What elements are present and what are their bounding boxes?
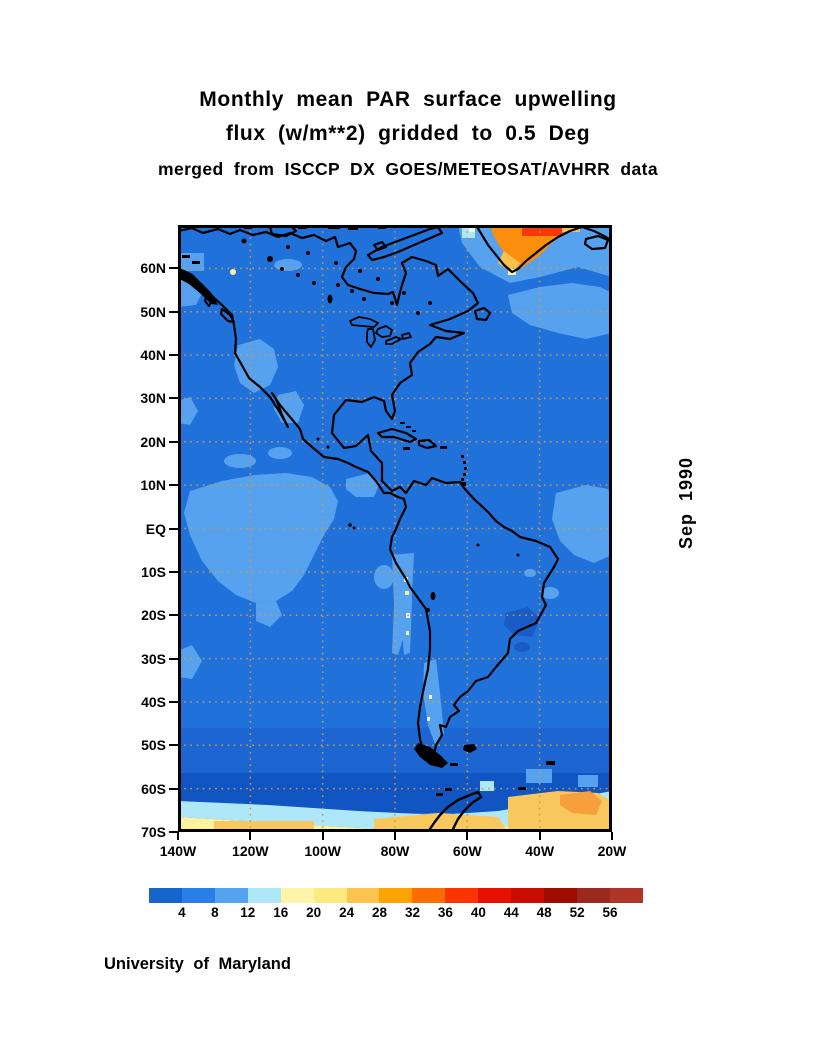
lon-tick (466, 832, 469, 840)
lon-tick-label: 40W (525, 843, 555, 859)
colorbar-swatch (412, 888, 446, 903)
colorbar-swatch (149, 888, 182, 903)
lat-tick-label: 70S (141, 824, 166, 840)
colorbar-value-label: 32 (404, 905, 420, 920)
colorbar-value-label: 24 (339, 905, 355, 920)
lat-tick-label: 30S (141, 650, 166, 667)
colorbar-value-label: 52 (569, 905, 585, 920)
lon-tick-label: 60W (452, 843, 482, 859)
lat-tick (169, 440, 178, 443)
antarctic-flux-band (178, 769, 612, 832)
colorbar-value-label: 16 (273, 905, 289, 920)
great-lakes (349, 316, 412, 348)
lon-tick (394, 832, 396, 840)
lat-tick (169, 744, 178, 747)
colorbar-value-label: 40 (470, 905, 486, 920)
colorbar-swatch (445, 888, 479, 903)
lat-tick-label: 50S (141, 737, 166, 754)
date-label: Sep 1990 (676, 456, 696, 550)
lon-tick (177, 832, 179, 840)
americas-coastline (178, 226, 560, 757)
lat-tick (169, 310, 178, 313)
lon-tick-label: 100W (304, 843, 341, 859)
colorbar-swatch (576, 888, 610, 903)
gridlines (178, 225, 612, 832)
alaska-coast-mass (178, 269, 218, 305)
map-canvas (178, 225, 612, 832)
cuba (376, 427, 418, 444)
lat-tick-label: 10S (141, 563, 166, 580)
colorbar-swatch (379, 888, 413, 903)
lat-tick-label: 40N (140, 347, 166, 364)
colorbar-swatch (544, 888, 577, 903)
lat-tick (169, 484, 178, 487)
lon-tick-label: 80W (380, 843, 410, 859)
vancouver-island (219, 307, 236, 324)
lon-tick (538, 832, 541, 840)
colorbar-swatch (247, 888, 281, 903)
lon-tick (249, 832, 252, 840)
lat-tick (169, 657, 178, 660)
lat-tick-label: 20N (140, 433, 166, 450)
lat-tick (169, 614, 178, 617)
colorbar-value-label: 28 (372, 905, 388, 920)
lat-tick-label: EQ (145, 520, 166, 537)
lat-tick (169, 831, 178, 833)
hispaniola (417, 438, 438, 450)
lon-tick (321, 832, 324, 840)
lat-tick (169, 397, 178, 400)
figure-title-line-1: Monthly mean PAR surface upwelling (199, 88, 617, 111)
colorbar-swatch (609, 888, 643, 903)
lon-tick-label: 20W (597, 843, 627, 859)
lat-tick-label: 60S (141, 780, 166, 797)
southampton-island (372, 240, 388, 252)
colorbar-swatch (181, 888, 215, 903)
colorbar-legend: 4 8 12 16 20 24 28 32 36 40 44 48 52 56 (149, 888, 643, 928)
lat-tick-label: 20S (141, 607, 166, 624)
colorbar-swatches (149, 888, 643, 903)
lat-tick-label: 60N (140, 260, 166, 277)
colorbar-swatch (214, 888, 248, 903)
lon-tick (611, 832, 613, 840)
greenland-coastline (474, 225, 612, 274)
lon-tick-label: 120W (232, 843, 269, 859)
lat-tick (169, 527, 178, 530)
antarctic-peninsula (426, 790, 483, 832)
figure-subtitle: merged from ISCCP DX GOES/METEOSAT/AVHRR… (157, 159, 659, 179)
colorbar-swatch (313, 888, 347, 903)
colorbar-value-label: 8 (211, 905, 219, 920)
colorbar-value-label: 12 (240, 905, 256, 920)
colorbar-value-label: 4 (178, 905, 186, 920)
colorbar-swatch (280, 888, 314, 903)
light-flux-patches (178, 253, 612, 747)
baffin-island (366, 225, 444, 262)
lat-tick (169, 267, 178, 270)
figure-title-line-2: flux (w/m**2) gridded to 0.5 Deg (225, 122, 591, 145)
map-frame (178, 225, 612, 832)
newfoundland (473, 306, 492, 322)
colorbar-value-label: 36 (437, 905, 453, 920)
lon-tick-label: 140W (159, 843, 197, 859)
lat-tick-label: 10N (140, 477, 166, 494)
lat-tick (169, 700, 178, 703)
colorbar-value-label: 44 (503, 905, 519, 920)
colorbar-swatch (478, 888, 512, 903)
lat-tick (169, 787, 178, 790)
colorbar-value-label: 48 (536, 905, 552, 920)
colorbar-swatch (346, 888, 380, 903)
lat-tick (169, 570, 178, 573)
lat-tick-label: 30N (140, 390, 166, 407)
iceland (583, 234, 610, 251)
lat-tick (169, 354, 178, 357)
colorbar-value-label: 20 (306, 905, 322, 920)
haida-gwaii (203, 295, 213, 308)
credit-text: University of Maryland (104, 955, 291, 973)
coastlines (178, 225, 612, 832)
flux-color-field (178, 225, 612, 832)
lat-tick-label: 50N (140, 303, 166, 320)
colorbar-swatch (511, 888, 545, 903)
lat-tick-label: 40S (141, 693, 166, 710)
colorbar-value-label: 56 (602, 905, 618, 920)
